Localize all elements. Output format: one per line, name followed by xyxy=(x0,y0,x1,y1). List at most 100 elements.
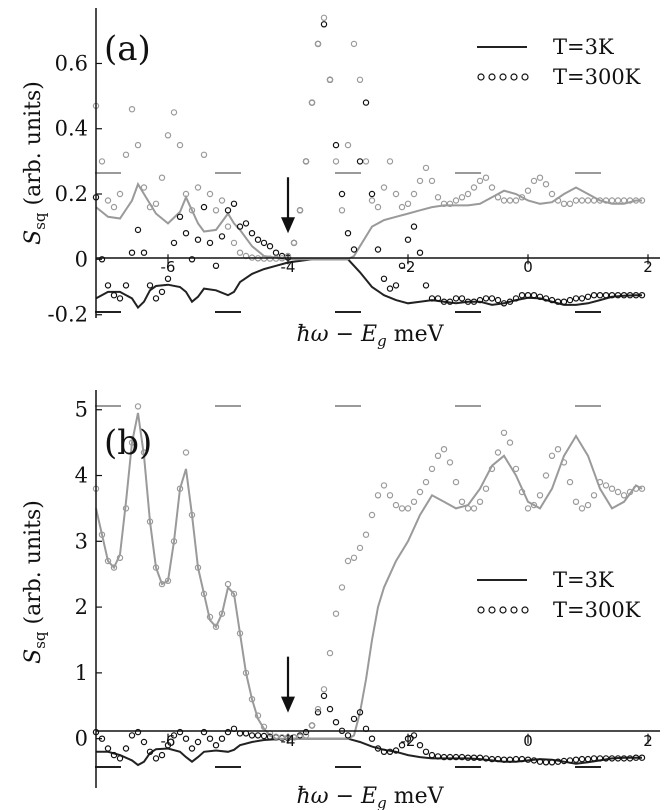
data-point xyxy=(506,756,514,763)
data-point xyxy=(122,151,130,158)
data-point xyxy=(182,735,190,742)
data-point xyxy=(206,190,214,198)
data-point xyxy=(428,751,436,759)
data-point xyxy=(272,733,280,740)
data-point xyxy=(152,295,160,302)
data-point xyxy=(182,229,190,237)
data-point xyxy=(212,262,220,269)
data-point xyxy=(158,580,166,588)
data-point xyxy=(500,756,508,763)
data-point xyxy=(146,518,154,525)
data-point xyxy=(350,40,358,48)
panel-a: -0.200.20.40.6 -6 -4 -2 0 2 (a) T=3K T=300K … xyxy=(21,8,660,350)
data-point xyxy=(194,564,202,571)
data-point xyxy=(200,728,208,736)
data-point xyxy=(104,197,112,204)
data-point xyxy=(152,755,160,762)
data-point xyxy=(134,141,142,149)
data-point xyxy=(350,715,358,723)
data-point xyxy=(218,233,226,240)
legend-label-3k: T=3K xyxy=(553,35,614,59)
data-point xyxy=(602,755,610,762)
data-point xyxy=(260,732,268,740)
panel-b-x-label: ħω − Eg meV xyxy=(297,784,445,810)
data-point xyxy=(344,732,352,739)
data-point xyxy=(512,295,520,302)
data-point xyxy=(506,298,514,305)
data-point xyxy=(170,109,178,116)
data-point xyxy=(506,439,514,446)
legend-circles-swatch xyxy=(477,73,529,81)
data-point xyxy=(356,76,364,84)
data-point xyxy=(488,184,496,191)
data-point xyxy=(212,207,220,214)
x-tick-label: 2 xyxy=(643,732,653,750)
data-point xyxy=(440,446,448,453)
data-point xyxy=(410,223,418,230)
data-point xyxy=(506,197,514,204)
data-point xyxy=(422,164,430,172)
data-point xyxy=(164,132,172,139)
data-point xyxy=(170,538,178,545)
data-point xyxy=(98,531,106,538)
data-point xyxy=(152,200,160,207)
data-point xyxy=(302,728,310,736)
data-point xyxy=(464,754,472,761)
data-point xyxy=(362,158,370,165)
data-point xyxy=(212,623,220,631)
data-point xyxy=(590,197,598,204)
data-point xyxy=(140,184,148,191)
data-point xyxy=(494,194,502,201)
data-point xyxy=(320,21,328,28)
data-point xyxy=(248,229,256,237)
data-point xyxy=(626,488,634,496)
data-point xyxy=(554,758,562,765)
data-point xyxy=(242,669,250,677)
data-point xyxy=(218,610,226,617)
data-point xyxy=(596,197,604,204)
data-point xyxy=(272,249,280,256)
data-point xyxy=(320,14,328,21)
arrow-head xyxy=(281,217,295,234)
y-tick-label: 0.4 xyxy=(55,117,88,141)
data-point xyxy=(404,505,412,512)
panel-b-marks xyxy=(92,403,646,768)
data-point xyxy=(266,733,274,740)
data-point xyxy=(446,298,454,305)
data-point xyxy=(344,557,352,565)
data-point xyxy=(110,203,118,211)
legend-label-3k: T=3K xyxy=(553,568,614,592)
data-point xyxy=(404,236,412,243)
data-point xyxy=(500,429,508,436)
data-point xyxy=(440,200,448,207)
data-point xyxy=(458,295,466,302)
data-point xyxy=(374,246,382,253)
data-point xyxy=(620,492,628,499)
data-point xyxy=(146,748,154,756)
data-point xyxy=(638,292,646,299)
data-point xyxy=(206,239,214,247)
data-point xyxy=(110,564,118,571)
data-point xyxy=(590,492,598,499)
data-point xyxy=(452,295,460,302)
data-point xyxy=(188,256,196,263)
data-point xyxy=(116,755,124,762)
y-tick-label: 1 xyxy=(75,661,88,685)
data-point xyxy=(140,249,148,256)
data-point xyxy=(476,296,484,304)
data-point xyxy=(536,492,544,499)
data-point xyxy=(374,745,382,752)
data-point xyxy=(614,197,622,204)
data-point xyxy=(410,190,418,198)
data-point xyxy=(344,229,352,237)
data-point xyxy=(392,747,400,754)
data-point xyxy=(398,505,406,512)
data-point xyxy=(530,757,538,764)
data-point xyxy=(254,712,262,719)
data-point xyxy=(620,292,628,299)
data-point xyxy=(518,488,526,496)
data-point xyxy=(122,505,130,512)
x-tick-label: 2 xyxy=(643,258,653,276)
data-point xyxy=(476,498,484,505)
